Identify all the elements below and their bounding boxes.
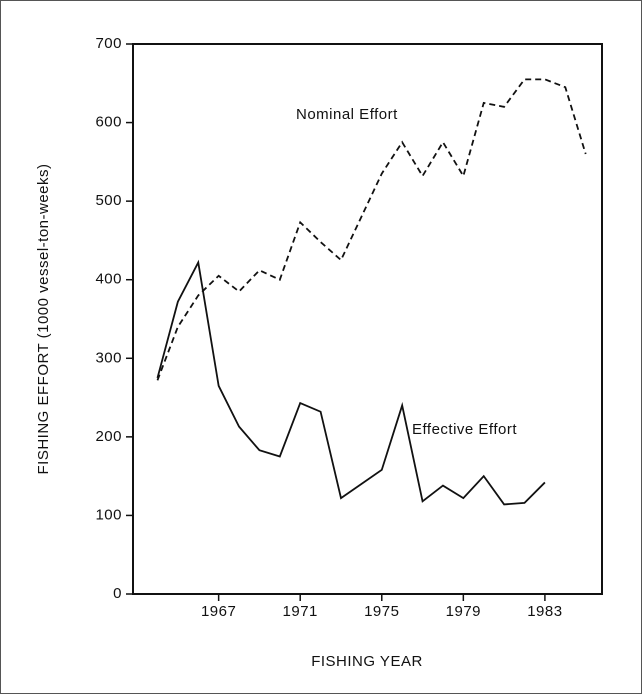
y-tick-label: 500 xyxy=(95,192,122,209)
x-tick-label: 1971 xyxy=(283,603,318,620)
x-tick-label: 1983 xyxy=(527,603,562,620)
y-tick-label: 200 xyxy=(95,428,122,445)
y-tick-label: 600 xyxy=(95,114,122,131)
x-tick-label: 1967 xyxy=(201,603,236,620)
plot-box xyxy=(132,43,603,595)
y-tick-label: 700 xyxy=(95,35,122,52)
series-line xyxy=(156,259,546,506)
y-tick-label: 400 xyxy=(95,271,122,288)
series-line xyxy=(156,78,587,381)
series-label: Nominal Effort xyxy=(296,106,398,123)
x-tick-label: 1979 xyxy=(446,603,481,620)
series-label: Effective Effort xyxy=(412,421,517,438)
y-tick-label: 100 xyxy=(95,506,122,523)
y-tick-label: 0 xyxy=(113,585,122,602)
y-tick-label: 300 xyxy=(95,349,122,366)
x-axis-label: FISHING YEAR xyxy=(311,653,423,670)
y-axis-label: FISHING EFFORT (1000 vessel-ton-weeks) xyxy=(35,163,52,474)
x-tick-label: 1975 xyxy=(364,603,399,620)
